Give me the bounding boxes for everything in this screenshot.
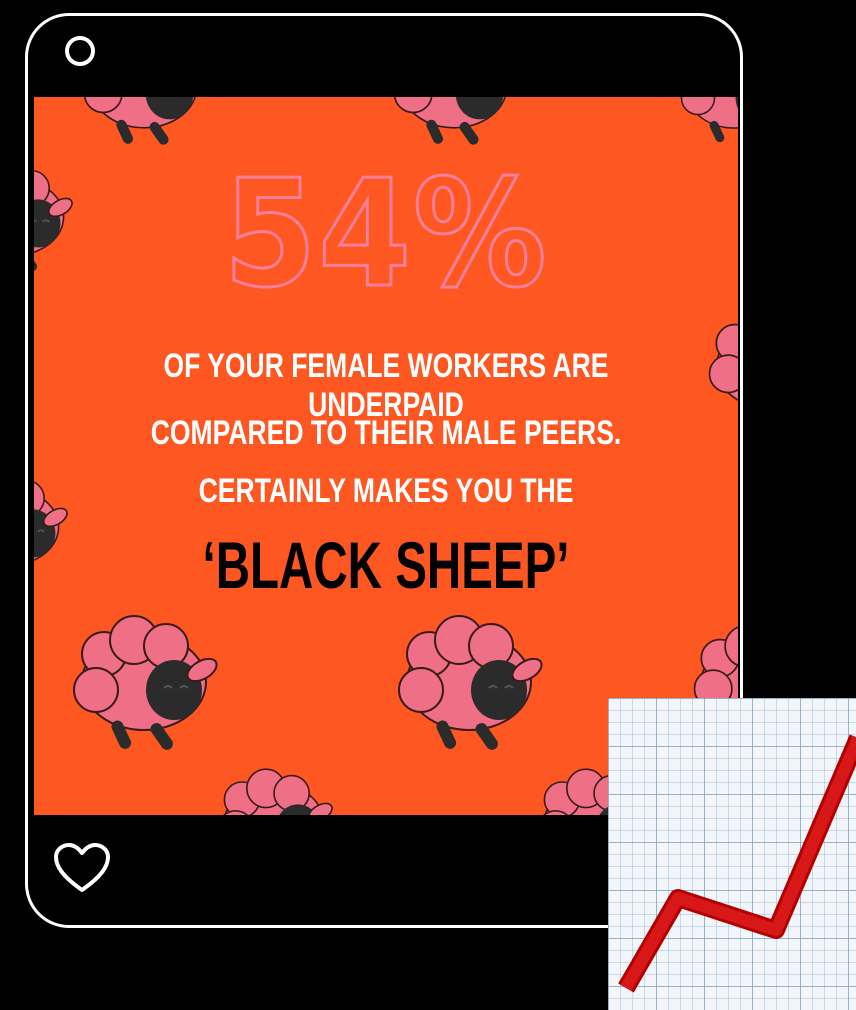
chart-increasing-icon (608, 698, 856, 1010)
heart-icon[interactable] (52, 842, 112, 894)
circle-icon[interactable] (65, 36, 95, 66)
post-image[interactable]: 54% Of your female workers are underpaid… (34, 97, 738, 815)
post-highlight: ‘Black Sheep’ (202, 528, 570, 602)
post-text-line-1: Of your female workers are underpaid (163, 347, 609, 424)
post-text-line-2: compared to their male peers. (150, 414, 622, 452)
stat-percentage: 54% (222, 148, 549, 320)
post-text-line-3: Certainly makes you the (198, 472, 574, 510)
